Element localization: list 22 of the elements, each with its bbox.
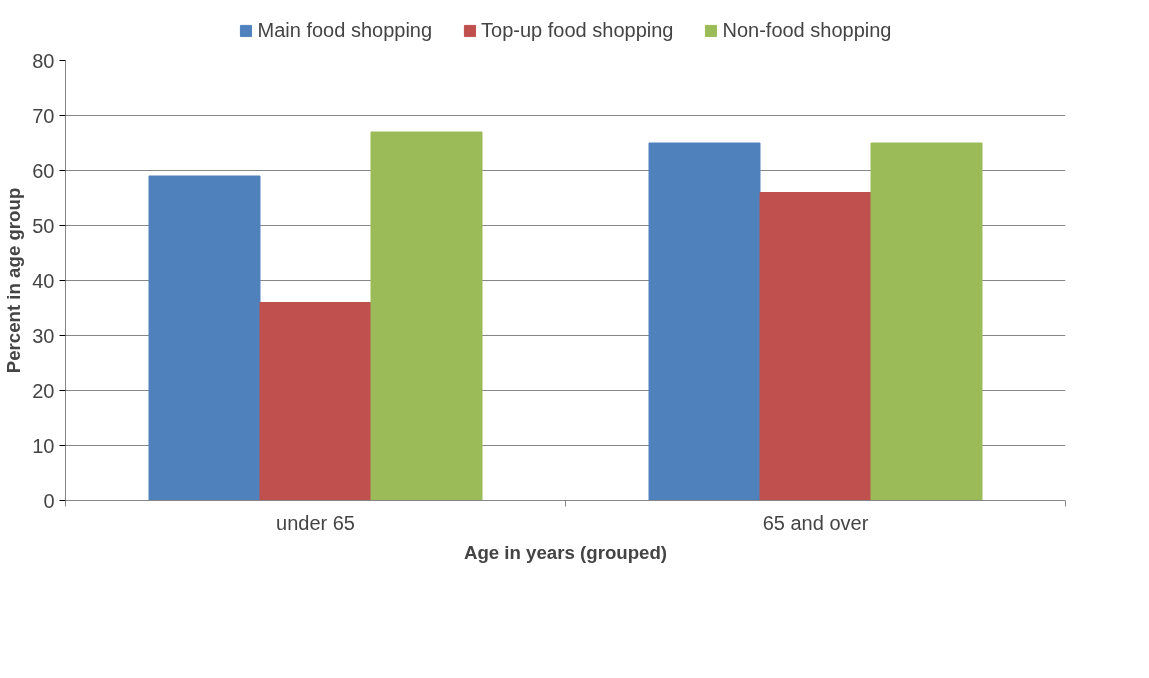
x-tick-label: 65 and over — [762, 511, 869, 534]
y-tick-label: 10 — [32, 434, 55, 457]
y-axis-title: Percent in age group — [3, 187, 25, 374]
y-tick-label: 50 — [32, 214, 55, 237]
y-tick-label: 70 — [32, 104, 55, 127]
legend-label: Non-food shopping — [722, 18, 892, 42]
bar — [759, 192, 872, 501]
y-tick-label: 60 — [32, 159, 55, 182]
legend-label: Top-up food shopping — [481, 18, 674, 42]
x-axis-title: Age in years (grouped) — [463, 541, 668, 563]
y-tick-label: 0 — [43, 489, 55, 512]
bar — [259, 302, 372, 501]
y-tick-label: 80 — [32, 49, 55, 72]
y-tick-label: 20 — [32, 379, 55, 402]
y-tick-label: 30 — [32, 324, 55, 347]
bar — [370, 131, 483, 501]
legend-label: Main food shopping — [257, 18, 433, 42]
bar — [648, 142, 761, 501]
bar — [148, 175, 261, 501]
bar — [870, 142, 983, 501]
y-tick-label: 40 — [32, 269, 55, 292]
x-tick-label: under 65 — [276, 511, 355, 534]
